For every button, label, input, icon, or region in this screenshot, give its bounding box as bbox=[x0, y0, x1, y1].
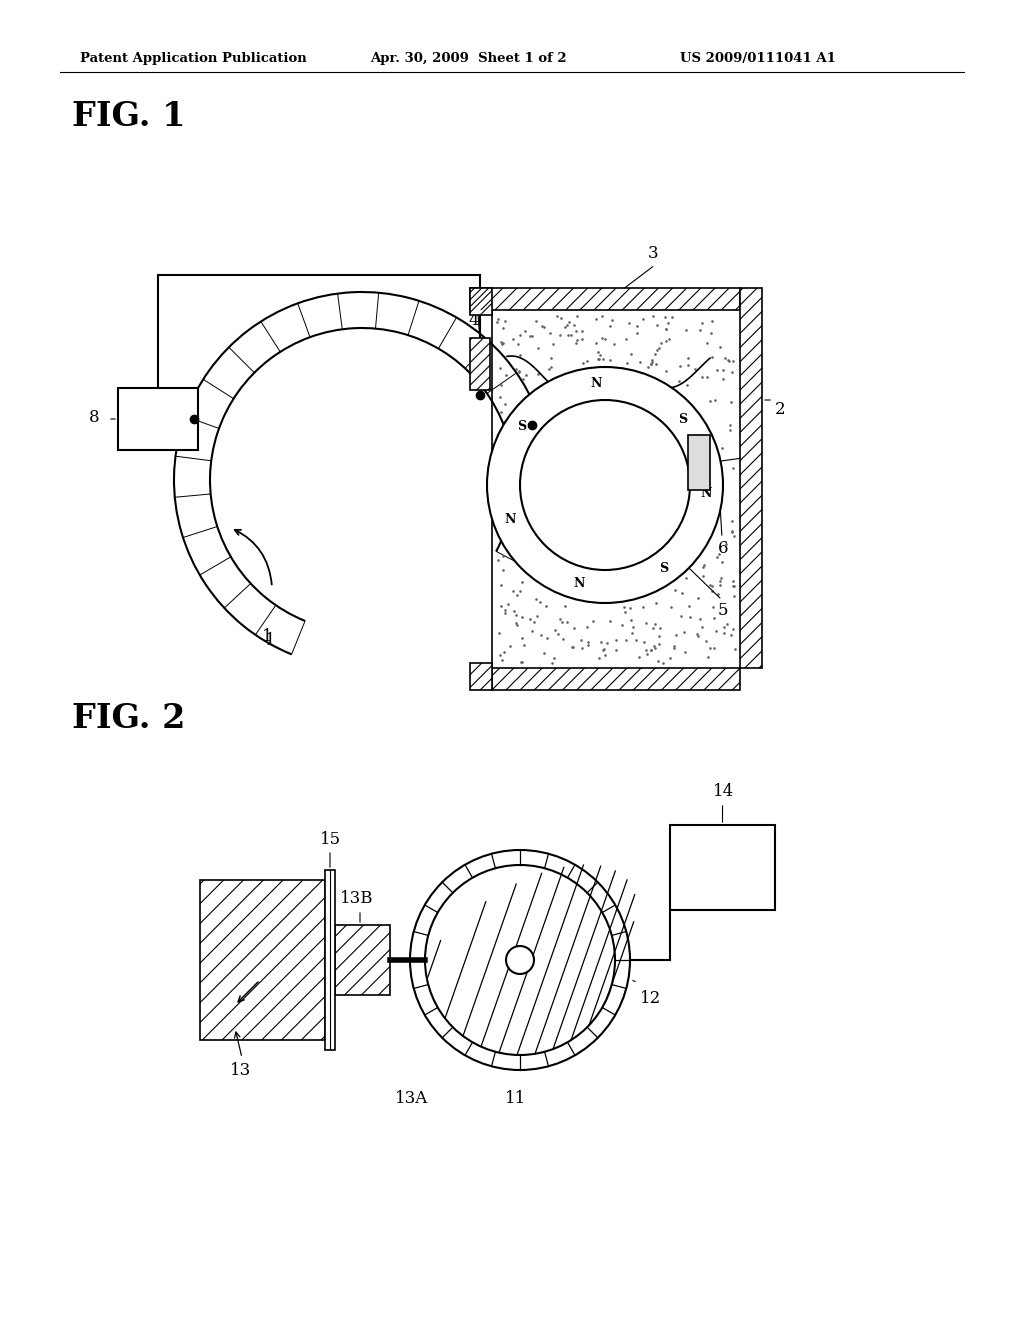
Text: 13: 13 bbox=[230, 1063, 251, 1078]
Text: 6: 6 bbox=[718, 540, 728, 557]
Text: 14: 14 bbox=[713, 783, 734, 800]
Text: N: N bbox=[504, 513, 515, 527]
Circle shape bbox=[425, 865, 615, 1055]
Text: US 2009/0111041 A1: US 2009/0111041 A1 bbox=[680, 51, 836, 65]
Bar bbox=[325, 870, 335, 1049]
Text: 8: 8 bbox=[89, 409, 100, 426]
Text: FIG. 2: FIG. 2 bbox=[72, 702, 185, 735]
Bar bbox=[740, 288, 762, 668]
Bar bbox=[492, 668, 740, 690]
Text: N: N bbox=[591, 378, 602, 391]
Text: 1: 1 bbox=[265, 632, 275, 649]
Bar bbox=[470, 288, 492, 315]
Bar bbox=[335, 925, 390, 995]
Bar bbox=[470, 338, 490, 389]
Text: N: N bbox=[573, 577, 585, 590]
Bar bbox=[688, 436, 710, 490]
Text: 1: 1 bbox=[262, 628, 272, 645]
Bar bbox=[470, 338, 490, 389]
Text: 15: 15 bbox=[319, 832, 341, 847]
Circle shape bbox=[487, 367, 723, 603]
Text: N: N bbox=[700, 487, 712, 500]
Circle shape bbox=[506, 946, 534, 974]
Text: S: S bbox=[517, 420, 526, 433]
Text: S: S bbox=[658, 561, 668, 574]
Bar bbox=[200, 880, 325, 1040]
Bar bbox=[470, 288, 740, 310]
Text: 12: 12 bbox=[640, 990, 662, 1007]
Bar bbox=[470, 288, 492, 315]
Text: 5: 5 bbox=[718, 602, 728, 619]
Bar bbox=[325, 870, 335, 1049]
Bar bbox=[118, 388, 198, 450]
Bar bbox=[470, 288, 740, 310]
Text: FIG. 1: FIG. 1 bbox=[72, 100, 185, 133]
Text: 13A: 13A bbox=[395, 1090, 428, 1107]
Bar bbox=[492, 668, 740, 690]
Bar bbox=[335, 925, 390, 995]
Text: 2: 2 bbox=[775, 401, 785, 418]
Bar bbox=[740, 288, 762, 668]
Bar bbox=[470, 663, 492, 690]
Text: 13B: 13B bbox=[340, 890, 374, 907]
Text: 7: 7 bbox=[745, 459, 756, 477]
Text: 4: 4 bbox=[468, 312, 478, 329]
Text: 3: 3 bbox=[648, 246, 658, 261]
Text: 11: 11 bbox=[505, 1090, 526, 1107]
Text: S: S bbox=[678, 413, 687, 426]
Bar bbox=[200, 880, 325, 1040]
Bar bbox=[470, 663, 492, 690]
Bar bbox=[670, 825, 775, 909]
Text: Apr. 30, 2009  Sheet 1 of 2: Apr. 30, 2009 Sheet 1 of 2 bbox=[370, 51, 566, 65]
Circle shape bbox=[520, 400, 690, 570]
Text: Patent Application Publication: Patent Application Publication bbox=[80, 51, 307, 65]
